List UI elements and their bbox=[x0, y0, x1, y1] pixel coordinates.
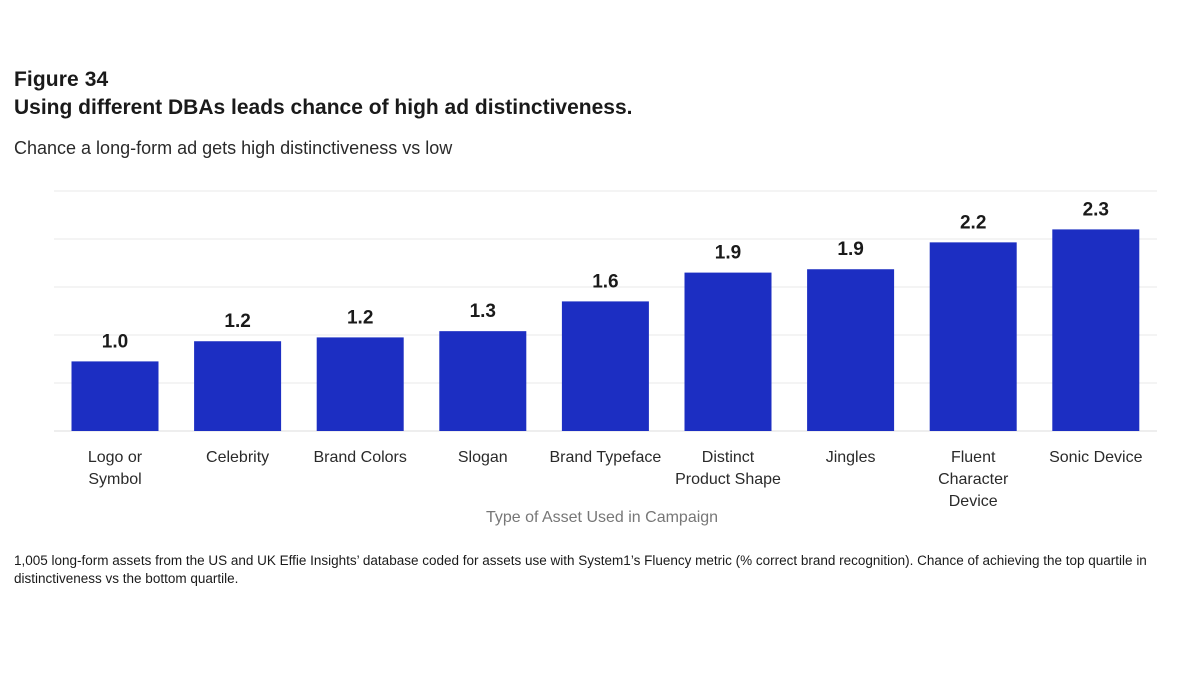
value-label: 1.2 bbox=[224, 311, 250, 332]
bar bbox=[807, 269, 895, 431]
bar bbox=[316, 337, 404, 431]
value-label: 2.3 bbox=[1083, 199, 1109, 220]
category-label-line: Fluent bbox=[951, 449, 996, 466]
value-label: 2.2 bbox=[960, 212, 986, 233]
category-label: Jingles bbox=[826, 449, 876, 466]
bar bbox=[439, 331, 527, 431]
category-label-line: Celebrity bbox=[206, 449, 269, 466]
bar bbox=[194, 341, 282, 431]
category-label: Slogan bbox=[458, 449, 508, 466]
chart-subtitle: Chance a long-form ad gets high distinct… bbox=[14, 138, 453, 158]
category-label-line: Brand Typeface bbox=[550, 449, 662, 466]
category-label: Celebrity bbox=[206, 449, 269, 466]
category-label-line: Brand Colors bbox=[314, 449, 407, 466]
category-label-line: Jingles bbox=[826, 449, 876, 466]
value-label: 1.6 bbox=[592, 271, 618, 292]
bar bbox=[71, 361, 159, 431]
footnote: 1,005 long-form assets from the US and U… bbox=[14, 553, 1147, 586]
value-label: 1.9 bbox=[837, 239, 863, 260]
x-axis-title: Type of Asset Used in Campaign bbox=[486, 509, 718, 526]
category-label-line: Character bbox=[938, 471, 1009, 488]
value-label: 1.2 bbox=[347, 307, 373, 328]
value-label: 1.0 bbox=[102, 331, 128, 352]
category-label-line: Symbol bbox=[88, 471, 141, 488]
category-label-line: Slogan bbox=[458, 449, 508, 466]
category-label: Brand Typeface bbox=[550, 449, 662, 466]
bar bbox=[561, 301, 649, 431]
category-label-line: Distinct bbox=[702, 449, 755, 466]
category-label: Logo or Symbol bbox=[88, 449, 143, 488]
category-label-line: Device bbox=[949, 493, 998, 510]
bar bbox=[684, 272, 772, 431]
figure-label: Figure 34 bbox=[14, 68, 109, 91]
category-label-line: Sonic Device bbox=[1049, 449, 1142, 466]
bars bbox=[71, 229, 1140, 431]
category-label-line: Logo or bbox=[88, 449, 143, 466]
chart-title: Using different DBAs leads chance of hig… bbox=[14, 96, 633, 119]
category-label: Fluent Character Device bbox=[938, 449, 1009, 510]
category-labels: Logo or Symbol Celebrity Brand Colors Slogan… bbox=[88, 449, 1143, 510]
category-label: Brand Colors bbox=[314, 449, 407, 466]
bar bbox=[929, 242, 1017, 431]
value-label: 1.9 bbox=[715, 243, 741, 264]
value-labels: 1.0 1.2 1.2 1.3 1.6 1.9 1.9 2.2 2.3 bbox=[102, 199, 1109, 352]
category-label: Sonic Device bbox=[1049, 449, 1142, 466]
category-label: Distinct Product Shape bbox=[675, 449, 781, 488]
bar-chart: 1.0 1.2 1.2 1.3 1.6 1.9 1.9 2.2 2.3 Logo or Symbo… bbox=[54, 190, 1157, 526]
bar bbox=[1052, 229, 1140, 431]
category-label-line: Product Shape bbox=[675, 471, 781, 488]
value-label: 1.3 bbox=[470, 301, 496, 322]
